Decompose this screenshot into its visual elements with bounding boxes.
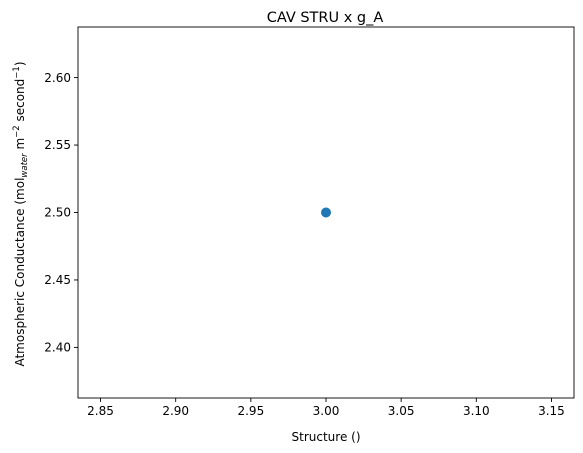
x-tick-label: 2.85 [87,404,114,418]
x-axis-ticks: 2.85 2.90 2.95 3.00 3.05 3.10 3.15 [87,398,565,418]
x-tick-label: 2.90 [162,404,189,418]
y-axis-ticks: 2.40 2.45 2.50 2.55 2.60 [44,71,78,355]
y-tick-label: 2.55 [44,138,71,152]
x-tick-label: 3.00 [313,404,340,418]
x-tick-label: 2.95 [237,404,264,418]
y-tick-label: 2.60 [44,71,71,85]
x-tick-label: 3.10 [463,404,490,418]
y-tick-label: 2.40 [44,341,71,355]
plot-frame [77,26,575,399]
scatter-point [320,207,331,218]
chart-title: CAV STRU x g_A [267,10,384,26]
y-tick-label: 2.45 [44,273,71,287]
x-tick-label: 3.15 [538,404,565,418]
y-axis-label: Atmospheric Conductance (molwater m−2 se… [12,61,30,366]
data-points [320,207,331,218]
x-tick-label: 3.05 [388,404,415,418]
y-tick-label: 2.50 [44,206,71,220]
x-axis-label: Structure () [292,430,361,444]
